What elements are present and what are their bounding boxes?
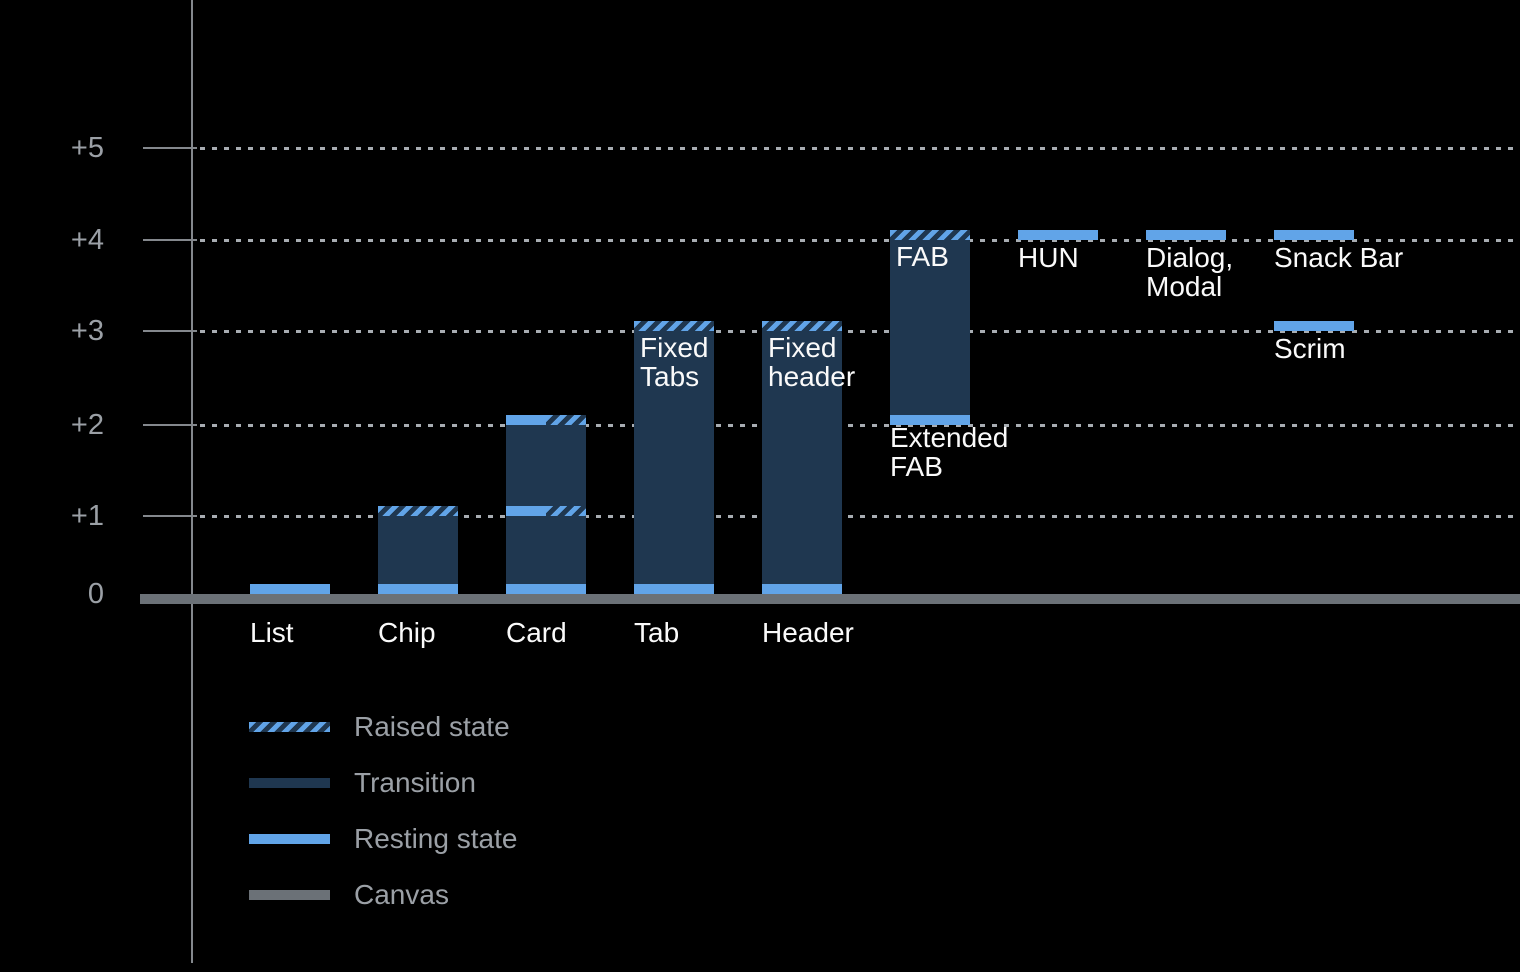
y-label-4: +4 [70,224,104,256]
y-label-3: +3 [70,315,104,347]
resting-state-swatch-icon [249,834,330,844]
band-raised-tab [634,321,714,331]
axis-tick-5 [143,147,197,149]
label-line: Dialog, [1146,242,1234,273]
band-resting-fab [890,415,970,425]
band-resting-list [250,584,330,594]
y-label-1: +1 [70,500,104,532]
axis-tick-4 [143,239,197,241]
band-resting-chip [378,584,458,594]
gridline-2 [200,424,1520,427]
bar-card [506,415,586,594]
bar-tab [634,321,714,594]
y-label-5: +5 [70,132,104,164]
bar-fab [890,230,970,425]
label-fab: FAB [896,242,949,271]
axis-label-header: Header [762,617,854,648]
label-snack-bar: Snack Bar [1274,243,1403,272]
band-resting-tab [634,584,714,594]
transition-swatch-icon [249,778,330,788]
legend-label: Resting state [354,823,518,854]
legend-label: Transition [354,767,476,798]
band-resting-hun [1018,230,1098,240]
axis-tick-3 [143,330,197,332]
axis-label-card: Card [506,617,567,648]
band-resting-snack-bar [1274,230,1354,240]
label-fab: Extended FAB [890,423,1008,481]
legend-item-resting-state: Resting state [249,811,517,867]
bar-chip [378,506,458,594]
label-hun: HUN [1018,243,1079,272]
y-axis-line [191,0,193,963]
band-split-card [506,506,586,516]
label-line: Extended [890,422,1009,453]
axis-label-list: List [250,617,294,648]
label-line: Scrim [1274,333,1346,364]
raised-state-swatch-icon [249,722,330,732]
band-raised-chip [378,506,458,516]
legend-label: Canvas [354,879,449,910]
band-resting-half [506,415,546,425]
label-line: Snack Bar [1274,242,1404,273]
gridline-5 [200,147,1520,150]
legend-label: Raised state [354,711,510,742]
label-scrim: Scrim [1274,334,1346,363]
band-resting-card [506,584,586,594]
label-line: HUN [1018,242,1079,273]
axis-tick-1 [143,515,197,517]
label-line: header [768,361,856,392]
axis-label-chip: Chip [378,617,436,648]
legend-item-transition: Transition [249,755,476,811]
band-split-card [506,415,586,425]
band-raised-half [546,415,586,425]
band-raised-fab [890,230,970,240]
gridline-4 [200,239,1520,242]
band-raised-half [546,506,586,516]
canvas-swatch-icon [249,890,330,900]
label-header: Fixed header [768,333,855,391]
axis-label-tab: Tab [634,617,680,648]
band-resting-half [506,506,546,516]
label-line: FAB [896,241,949,272]
axis-tick-2 [143,424,197,426]
legend-item-raised-state: Raised state [249,699,510,755]
band-resting-scrim [1274,321,1354,331]
label-line: FAB [890,451,943,482]
canvas-line [140,594,1520,604]
legend-item-canvas: Canvas [249,867,449,923]
y-label-2: +2 [70,409,104,441]
bar-header [762,321,842,594]
label-line: Modal [1146,271,1223,302]
gridline-1 [200,515,1520,518]
label-tab: Fixed Tabs [640,333,708,391]
gridline-3 [200,330,1520,333]
y-label-0: 0 [87,578,104,610]
label-line: Fixed [640,332,709,363]
label-line: Tabs [640,361,700,392]
band-resting-dialog-modal [1146,230,1226,240]
label-line: Fixed [768,332,837,363]
band-resting-header [762,584,842,594]
band-raised-header [762,321,842,331]
label-dialog-modal: Dialog, Modal [1146,243,1233,301]
